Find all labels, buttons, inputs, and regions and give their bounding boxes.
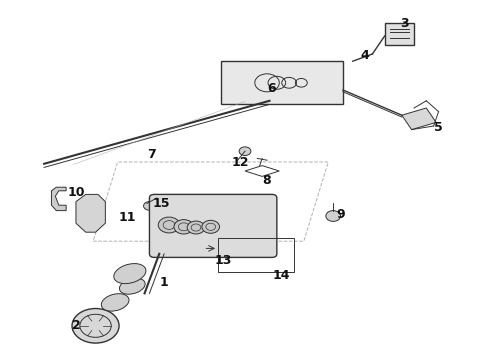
Text: 2: 2 — [72, 319, 80, 332]
Circle shape — [326, 211, 341, 221]
Polygon shape — [402, 108, 436, 130]
Text: 6: 6 — [268, 82, 276, 95]
Ellipse shape — [120, 278, 145, 294]
Text: 4: 4 — [361, 49, 369, 62]
Text: 11: 11 — [119, 211, 136, 224]
Text: 12: 12 — [231, 156, 249, 168]
FancyBboxPatch shape — [149, 194, 277, 257]
Ellipse shape — [101, 294, 129, 311]
Bar — [218, 238, 294, 272]
Circle shape — [72, 309, 119, 343]
Circle shape — [187, 221, 205, 234]
Text: 15: 15 — [153, 197, 171, 210]
Text: 5: 5 — [434, 121, 443, 134]
Circle shape — [202, 220, 220, 233]
Text: 7: 7 — [147, 148, 156, 161]
Polygon shape — [220, 61, 343, 104]
Text: 1: 1 — [160, 276, 169, 289]
Circle shape — [239, 147, 251, 156]
Polygon shape — [76, 194, 105, 232]
Text: 13: 13 — [214, 255, 232, 267]
Text: 14: 14 — [273, 269, 291, 282]
Circle shape — [144, 202, 155, 210]
Polygon shape — [385, 23, 414, 45]
Text: 10: 10 — [67, 186, 85, 199]
Circle shape — [174, 220, 194, 234]
Polygon shape — [51, 187, 66, 211]
Ellipse shape — [114, 264, 146, 284]
Text: 9: 9 — [336, 208, 345, 221]
Text: 8: 8 — [263, 174, 271, 186]
Circle shape — [158, 217, 180, 233]
Text: 3: 3 — [400, 17, 409, 30]
